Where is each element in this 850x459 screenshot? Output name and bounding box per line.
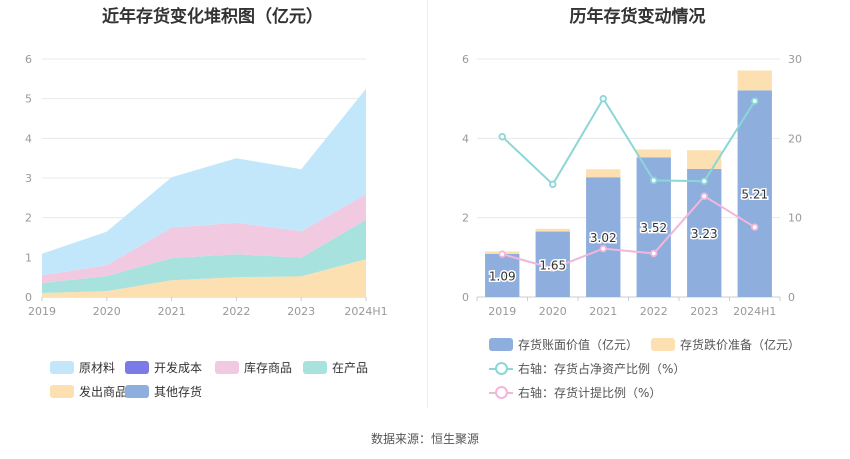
left-legend-item[interactable]: 在产品 [303,359,368,376]
area-库存商品 [42,194,366,284]
left-legend-item[interactable]: 原材料 [50,359,115,376]
left-legend-item[interactable]: 开发成本 [125,359,202,376]
legend-label: 右轴：存货计提比例（%） [518,386,662,400]
left-y-tick-label: 1 [25,251,32,264]
line-右轴：存货占净资产比例（%） [501,96,756,186]
line-point [498,250,506,258]
right-left-y-tick-label: 4 [462,132,469,145]
right-x-tick-label: 2021 [589,305,617,318]
bar-存货账面价值（亿元） [485,253,520,297]
line-point [700,177,708,185]
bar-data-label: 1.09 [489,269,516,283]
left-chart-title: 近年存货变化堆积图（亿元） [102,7,323,27]
right-x-tick-label: 2022 [640,305,668,318]
bar-存货跌价准备（亿元） [737,70,772,91]
legend-label: 存货跌价准备（亿元） [680,338,801,352]
bar-存货跌价准备（亿元） [687,150,722,169]
left-y-tick-label: 5 [25,93,32,106]
left-x-tick-label: 2019 [28,305,56,318]
line-point [599,94,607,103]
legend-label: 右轴：存货占净资产比例（%） [518,362,686,376]
bar-存货跌价准备（亿元） [636,149,671,158]
left-x-tick-label: 2020 [93,305,121,318]
bar-存货账面价值（亿元） [586,177,621,297]
legend-swatch [651,338,675,351]
legend-swatch [50,361,74,374]
right-right-y-tick-label: 30 [788,53,802,66]
right-right-y-tick-label: 0 [788,291,795,304]
right-chart-title: 历年存货变动情况 [569,7,706,27]
left-x-tick-label: 2022 [222,305,250,318]
area-在产品 [42,219,366,293]
right-left-y-tick-label: 0 [462,291,469,304]
line-point [549,180,557,189]
line-point [650,176,658,185]
line-point [650,249,658,258]
left-legend-item[interactable]: 库存商品 [215,359,292,376]
left-x-tick-label: 2024H1 [344,305,387,318]
left-x-tick-label: 2021 [158,305,186,318]
right-x-tick-label: 2019 [488,305,516,318]
right-x-tick-label: 2023 [690,305,718,318]
bar-data-label: 1.65 [539,258,566,272]
left-y-tick-label: 0 [25,291,32,304]
legend-label: 库存商品 [244,361,293,375]
left-y-tick-label: 2 [25,212,32,225]
line-右轴：存货计提比例（%） [502,194,756,270]
legend-label: 在产品 [332,361,369,375]
right-legend-item[interactable]: 存货账面价值（亿元） [489,336,638,353]
right-right-y-tick-label: 10 [788,212,802,225]
legend-label: 其他存货 [154,385,203,399]
line-point [751,97,759,105]
legend-label: 存货账面价值（亿元） [518,338,639,352]
bar-data-label: 3.23 [691,227,718,241]
left-legend-item[interactable]: 其他存货 [125,383,202,400]
bar-data-label: 3.02 [590,231,617,245]
right-x-tick-label: 2020 [539,305,567,318]
left-x-tick-label: 2023 [287,305,315,318]
legend-line-swatch [489,386,513,399]
data-source-label: 数据来源：恒生聚源 [370,432,479,446]
right-x-tick-label: 2024H1 [733,305,776,318]
bar-data-label: 3.52 [640,221,667,235]
line-point [549,264,557,273]
legend-line-swatch [489,362,513,375]
area-原材料 [42,88,366,276]
line-point [751,223,759,231]
line-point [700,192,708,200]
legend-swatch [215,361,239,374]
legend-swatch [50,385,74,398]
left-legend-item[interactable]: 发出商品 [50,383,127,400]
legend-swatch [489,338,513,351]
line-point [498,133,506,141]
bar-存货账面价值（亿元） [737,90,772,297]
legend-label: 发出商品 [79,385,128,399]
legend-label: 原材料 [79,361,116,375]
legend-swatch [125,361,149,374]
bar-data-label: 5.21 [741,188,768,202]
left-y-tick-label: 4 [25,132,32,145]
legend-label: 开发成本 [154,361,203,375]
right-legend-item[interactable]: 存货跌价准备（亿元） [651,336,800,353]
line-point [599,244,607,253]
area-发出商品 [42,259,366,297]
legend-swatch [303,361,327,374]
bar-存货跌价准备（亿元） [586,169,621,178]
left-y-tick-label: 6 [25,53,32,66]
right-legend-item[interactable]: 右轴：存货占净资产比例（%） [489,360,685,377]
right-left-y-tick-label: 6 [462,53,469,66]
right-legend-item[interactable]: 右轴：存货计提比例（%） [489,384,661,401]
right-left-y-tick-label: 2 [462,212,469,225]
bar-存货跌价准备（亿元） [535,228,570,232]
left-y-tick-label: 3 [25,172,32,185]
right-right-y-tick-label: 20 [788,132,802,145]
panel-divider [427,0,428,408]
bar-存货账面价值（亿元） [687,168,722,297]
legend-swatch [125,385,149,398]
